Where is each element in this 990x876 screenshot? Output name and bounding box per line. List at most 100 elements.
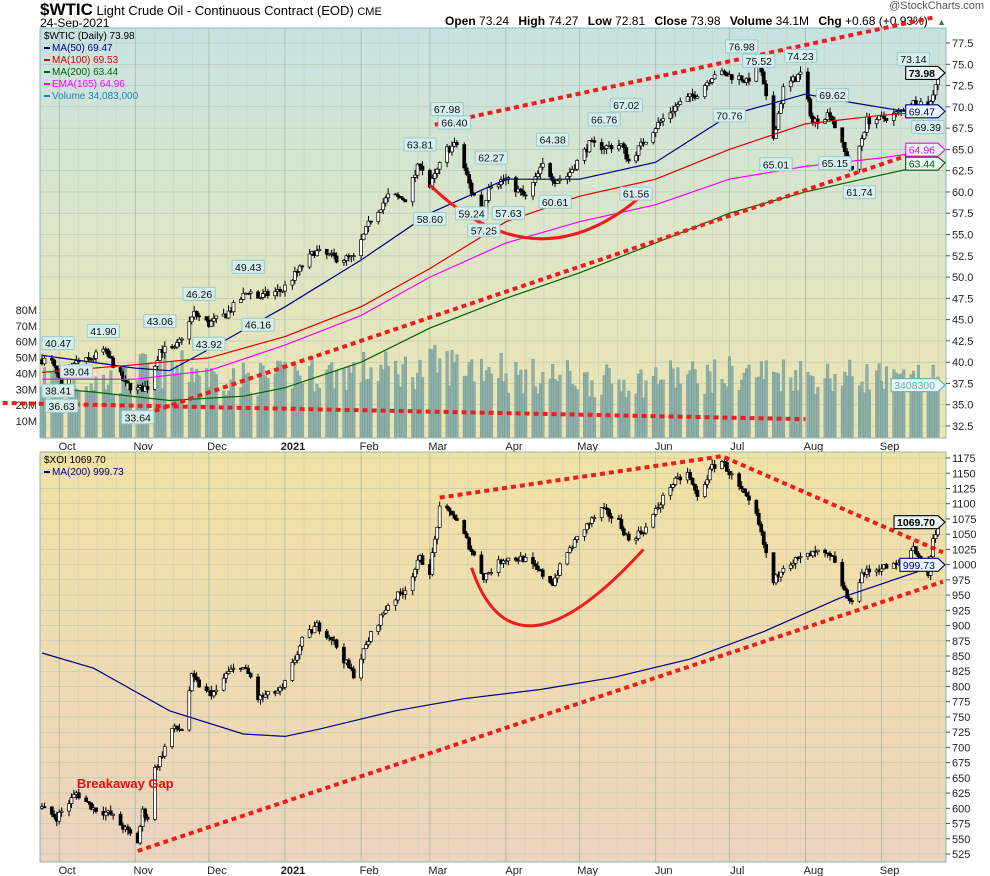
candle-body (450, 510, 454, 516)
candle-body (413, 568, 417, 578)
bottom-panel: 1175 1150 1125 1100 1075 1050 1025 1000 975 950 92… (39, 451, 976, 876)
volume-bar (813, 393, 817, 438)
price-label: 60.61 (538, 194, 572, 209)
price-label-text: 74.23 (787, 51, 813, 63)
candle-body (231, 302, 236, 313)
candle-body (462, 520, 467, 534)
candle-body (585, 523, 589, 531)
volume-bar (514, 361, 518, 438)
price-label: 76.98 (724, 39, 759, 54)
volume-bar (696, 383, 700, 438)
volume-bar (433, 345, 437, 438)
candle-body (867, 116, 872, 125)
candle-body (258, 297, 263, 299)
volume-bar (762, 379, 766, 438)
candle-body (634, 155, 638, 162)
volume-bar (551, 364, 555, 438)
candle-body (860, 572, 864, 584)
candle-body (678, 100, 683, 105)
volume-bar (310, 357, 314, 438)
price-label-box (609, 98, 643, 113)
volume-bar (281, 364, 285, 438)
candle-body (290, 280, 295, 286)
candle-body (49, 806, 54, 815)
volume-bar (659, 379, 663, 438)
candle-body (673, 477, 678, 485)
candle-body (396, 591, 400, 601)
volume-bar (816, 387, 820, 438)
candle-body (187, 321, 192, 340)
candle-body (432, 173, 437, 179)
candle-body (933, 534, 938, 539)
y-tick-label: 65.0 (952, 144, 973, 156)
x-tick-label: Apr (505, 441, 522, 453)
candle-body (381, 202, 386, 211)
candle-body (626, 158, 631, 162)
volume-bar (774, 372, 778, 438)
price-label-text: 39.04 (63, 366, 89, 378)
volume-tick-label: 30M (16, 384, 37, 396)
x-tick-label: Aug (804, 865, 824, 876)
volume-bar (843, 371, 847, 438)
candle-body (747, 77, 751, 82)
y-tick-label: 975 (952, 575, 970, 587)
volume-bar (106, 384, 110, 438)
y-tick-label: 875 (952, 636, 970, 648)
y-tick-label: 825 (952, 666, 970, 678)
candle-body (145, 816, 150, 820)
volume-bar (605, 364, 609, 438)
candle-body (469, 182, 474, 194)
volume-bar (610, 383, 614, 438)
candle-body (420, 165, 425, 171)
price-label-text: 64.38 (539, 135, 565, 147)
x-tick-label: Jul (730, 441, 744, 453)
candle-body (668, 487, 673, 496)
volume-bar (796, 390, 800, 438)
candle-body (690, 93, 695, 96)
candle-body (626, 533, 631, 541)
price-label-text: 43.06 (147, 316, 173, 328)
volume-bar (438, 358, 442, 438)
candle-body (248, 673, 253, 678)
candle-body (572, 168, 577, 171)
candle-body (366, 220, 371, 227)
candle-body (67, 803, 71, 812)
candle-body (828, 112, 832, 118)
y-tick-label: 47.5 (952, 293, 973, 305)
volume-bar (335, 370, 339, 438)
volume-bar (467, 362, 471, 438)
volume-bar (531, 359, 535, 438)
candle-body (810, 550, 815, 557)
volume-bar (175, 365, 179, 438)
candle-body (764, 83, 769, 97)
candle-body (759, 523, 764, 533)
candle-body (86, 801, 91, 804)
price-label-text: 63.81 (407, 140, 433, 152)
candle-body (300, 265, 305, 268)
candle-body (135, 387, 140, 391)
candle-body (450, 145, 454, 153)
candle-body (847, 597, 852, 602)
price-label-box (587, 112, 621, 127)
volume-bar (249, 392, 253, 438)
volume-bar (619, 391, 623, 438)
candle-body (558, 563, 562, 576)
candle-body (376, 624, 381, 632)
price-label: 69.62 (815, 88, 850, 103)
candle-body (788, 564, 793, 569)
volume-bar (737, 390, 741, 438)
candle-body (69, 797, 74, 804)
volume-tick-label: 60M (16, 337, 37, 349)
volume-bar (840, 385, 844, 438)
candle-body (617, 145, 621, 150)
candle-body (761, 71, 766, 85)
candle-body (369, 631, 373, 642)
volume-bar (401, 364, 405, 438)
volume-bar (747, 364, 751, 438)
y-tick-label: 900 (952, 621, 970, 633)
candle-body (840, 562, 845, 587)
x-tick-label: Nov (134, 441, 154, 453)
volume-bar (691, 361, 695, 438)
price-label: 49.43 (231, 259, 265, 274)
price-label: 63.81 (403, 137, 437, 152)
